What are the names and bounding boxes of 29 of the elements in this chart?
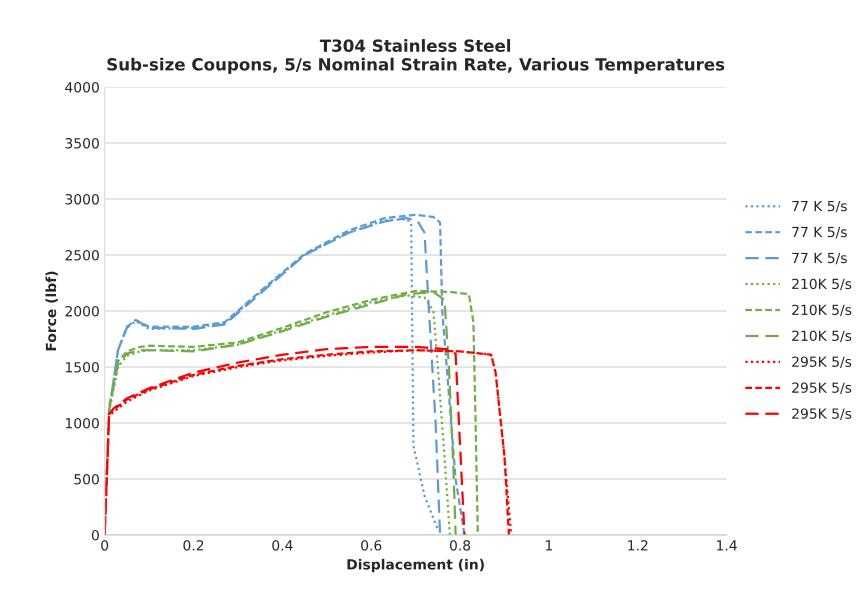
y-tick-label: 500 bbox=[74, 474, 99, 484]
y-axis-title: Force (lbf) bbox=[45, 272, 58, 350]
x-tick-label: 1.2 bbox=[628, 540, 648, 550]
x-tick-label: 1 bbox=[546, 540, 552, 550]
legend-label: 295K 5/s bbox=[792, 382, 852, 394]
y-tick-label: 0 bbox=[92, 530, 99, 540]
y-tick-label: 2000 bbox=[65, 306, 99, 317]
chart-title: T304 Stainless Steel Sub-size Coupons, 5/s Nominal Strain Rate, Various Temperatures bbox=[107, 39, 724, 74]
x-tick-label: 0 bbox=[101, 540, 108, 551]
legend-label: 77 K 5/s bbox=[792, 252, 847, 264]
x-tick-label: 1.4 bbox=[717, 540, 737, 550]
y-tick-label: 1500 bbox=[66, 362, 99, 373]
legend-label: 210K 5/s bbox=[792, 304, 852, 316]
x-axis-title: Displacement (in) bbox=[347, 558, 484, 572]
x-tick-label: 0.4 bbox=[272, 540, 293, 551]
legend-label: 295K 5/s bbox=[792, 408, 852, 420]
x-tick-label: 0.8 bbox=[450, 540, 470, 551]
legend-label: 295K 5/s bbox=[792, 356, 852, 368]
y-tick-label: 3000 bbox=[66, 194, 99, 205]
legend-label: 77 K 5/s bbox=[792, 226, 847, 238]
y-tick-label: 3500 bbox=[66, 138, 99, 149]
legend-label: 77 K 5/s bbox=[792, 200, 847, 212]
legend-label: 210K 5/s bbox=[792, 330, 852, 342]
x-tick-label: 0.2 bbox=[183, 540, 204, 551]
y-tick-label: 1000 bbox=[66, 418, 99, 428]
y-tick-label: 2500 bbox=[65, 250, 99, 261]
y-tick-label: 4000 bbox=[65, 82, 99, 93]
legend-label: 210K 5/s bbox=[792, 278, 852, 290]
x-tick-label: 0.6 bbox=[361, 540, 382, 551]
